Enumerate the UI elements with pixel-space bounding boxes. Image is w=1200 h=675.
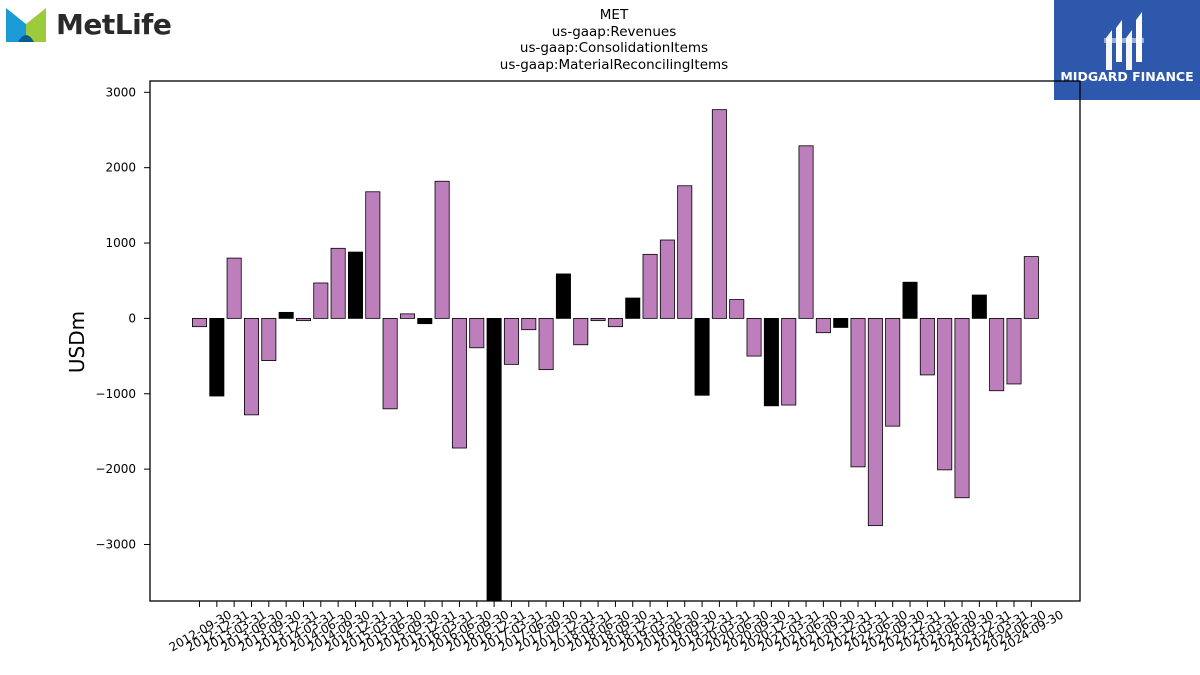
bar	[451, 317, 467, 449]
chart-title-line: us-gaap:Revenues	[551, 23, 677, 40]
bar	[971, 294, 987, 319]
bar	[521, 317, 537, 331]
metlife-logo: MetLife	[6, 6, 172, 42]
bar	[746, 317, 762, 357]
bar	[694, 317, 710, 396]
bar	[434, 180, 450, 319]
bar	[347, 251, 363, 319]
bar	[226, 257, 242, 319]
axes: 3000200010000−1000−2000−30002012-09-3020…	[95, 80, 1081, 654]
chart-title-line: us-gaap:ConsolidationItems	[519, 40, 709, 56]
bar	[399, 313, 415, 319]
bar	[919, 317, 935, 376]
bar	[330, 247, 346, 319]
bar	[382, 317, 398, 410]
metlife-mark-icon	[6, 8, 46, 42]
bar	[711, 109, 727, 319]
bar	[798, 145, 814, 319]
bar	[833, 317, 849, 328]
bar	[417, 317, 433, 325]
bar	[278, 311, 294, 319]
bar	[989, 317, 1005, 392]
y-tick-label: 2000	[105, 161, 136, 175]
bar	[954, 317, 970, 499]
y-tick-label: 1000	[105, 236, 136, 250]
bar	[677, 185, 693, 319]
bar	[867, 317, 883, 527]
bar	[503, 317, 519, 365]
bar	[261, 317, 277, 361]
bar	[1006, 317, 1022, 385]
plot-area	[191, 109, 1039, 602]
bar	[573, 317, 589, 346]
midgard-m-icon	[1104, 12, 1144, 70]
bar	[815, 317, 831, 334]
bar	[937, 317, 953, 471]
chart-title-line: MET	[599, 7, 629, 23]
chart-title-line: us-gaap:MaterialReconcilingItems	[499, 56, 729, 73]
bar	[313, 282, 329, 319]
midgard-finance-watermark: MIDGARD FINANCE	[1054, 0, 1200, 100]
y-axis-label: USDm	[65, 311, 89, 373]
y-tick-label: −2000	[95, 462, 136, 476]
metlife-logo-text: MetLife	[56, 7, 172, 41]
chart-title: MET us-gaap:Revenues us-gaap:Consolidati…	[414, 7, 814, 73]
y-tick-label: 3000	[105, 85, 136, 99]
y-tick-label: 0	[128, 311, 136, 325]
bar	[555, 273, 571, 319]
bar	[191, 317, 207, 328]
y-tick-label: −1000	[95, 387, 136, 401]
bar	[590, 317, 606, 322]
bar	[538, 317, 554, 371]
midgard-finance-text: MIDGARD FINANCE	[1060, 69, 1194, 84]
bar	[763, 317, 779, 407]
bar	[243, 317, 259, 416]
bar	[295, 317, 311, 322]
bar	[209, 317, 225, 397]
bar	[607, 317, 623, 328]
bar	[781, 317, 797, 406]
bar	[659, 239, 675, 319]
bar	[642, 253, 658, 319]
bar	[625, 297, 641, 319]
y-tick-label: −3000	[95, 537, 136, 551]
bar	[1023, 256, 1039, 319]
bar	[469, 317, 485, 349]
bar	[885, 317, 901, 427]
bar	[850, 317, 866, 468]
bar	[902, 281, 918, 319]
bar	[365, 191, 381, 319]
bar	[729, 299, 745, 319]
bar	[486, 317, 502, 602]
